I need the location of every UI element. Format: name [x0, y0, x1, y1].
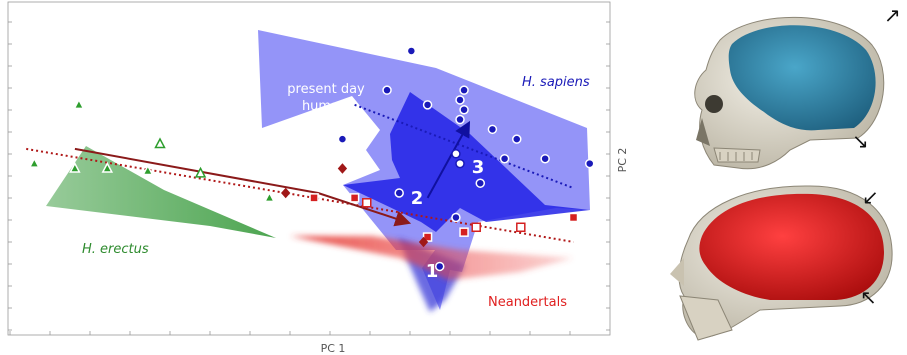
- data-point-h-erectus: [73, 98, 85, 110]
- skull-marker-2: ↘: [852, 129, 869, 153]
- regression-lines: [26, 103, 574, 243]
- h-sapiens-core-hull: [343, 92, 590, 232]
- data-point-other: [281, 187, 291, 199]
- data-point-h-erectus: [101, 161, 114, 173]
- data-point-h-erectus: [263, 191, 276, 203]
- data-point-h-sapiens: [434, 261, 445, 272]
- data-point-h-sapiens: [459, 85, 469, 95]
- trajectory-arrow-1: [74, 147, 412, 227]
- data-point-h-sapiens: [475, 178, 486, 188]
- annotation-humans: humans: [302, 99, 354, 114]
- modern-human-skull: [694, 16, 885, 170]
- data-point-h-erectus: [154, 137, 166, 149]
- data-point-h-sapiens: [451, 149, 461, 159]
- annotation-3: 3: [472, 157, 485, 178]
- annotation-present-day: present day: [287, 82, 365, 97]
- trajectory-arrows: [74, 120, 471, 227]
- data-point-h-sapiens: [584, 158, 595, 169]
- h-erectus-hull: [46, 146, 276, 238]
- data-point-h-sapiens: [455, 158, 465, 169]
- data-point-h-sapiens: [337, 134, 348, 144]
- data-point-other: [337, 163, 348, 174]
- data-point-neandertals: [516, 222, 526, 233]
- group-label-h-sapiens: H. sapiens: [522, 75, 590, 90]
- data-point-h-sapiens: [406, 46, 417, 56]
- data-point-neandertals: [459, 227, 469, 237]
- skull-panel: ↗ ↘ ↙ ↖: [670, 3, 901, 341]
- data-point-neandertals: [568, 212, 579, 223]
- data-point-h-sapiens: [512, 134, 522, 144]
- group-label-neandertals: Neandertals: [488, 295, 567, 310]
- data-point-neandertals: [362, 198, 372, 208]
- data-point-h-sapiens: [455, 95, 465, 105]
- data-point-h-erectus: [69, 161, 81, 173]
- data-point-neandertals: [349, 193, 360, 203]
- data-point-h-sapiens: [422, 100, 433, 110]
- skull-marker-3: ↙: [862, 185, 879, 209]
- data-point-neandertals: [309, 193, 319, 203]
- regression-line: [354, 103, 574, 190]
- data-point-h-sapiens: [499, 153, 510, 164]
- data-point-h-sapiens: [451, 212, 461, 223]
- data-points: [28, 46, 595, 272]
- data-point-h-sapiens: [487, 124, 498, 135]
- y-axis-label: PC 2: [616, 148, 629, 173]
- data-point-h-sapiens: [382, 85, 392, 95]
- annotation-2: 2: [411, 188, 424, 209]
- data-point-other: [418, 236, 429, 248]
- axis-ticks: [8, 21, 610, 335]
- x-axis-label: PC 1: [321, 342, 346, 355]
- annotation-1: 1: [426, 261, 439, 282]
- data-point-h-sapiens: [455, 114, 465, 125]
- trajectory-arrow-2: [426, 120, 471, 199]
- neandertal-skull: [670, 185, 893, 341]
- data-point-h-erectus: [142, 164, 154, 176]
- pca-chart: H. sapiens present day humans H. erectus…: [7, 1, 629, 355]
- data-point-h-sapiens: [394, 188, 404, 198]
- data-point-h-sapiens: [540, 153, 550, 164]
- skull-marker-4: ↖: [860, 285, 877, 309]
- skull-marker-1: ↗: [884, 3, 901, 27]
- neandertals-hull: [290, 236, 573, 280]
- data-point-h-erectus: [194, 166, 207, 178]
- data-point-h-sapiens: [459, 104, 469, 115]
- data-point-h-erectus: [28, 156, 41, 168]
- data-point-neandertals: [471, 222, 481, 233]
- group-label-h-erectus: H. erectus: [82, 242, 149, 257]
